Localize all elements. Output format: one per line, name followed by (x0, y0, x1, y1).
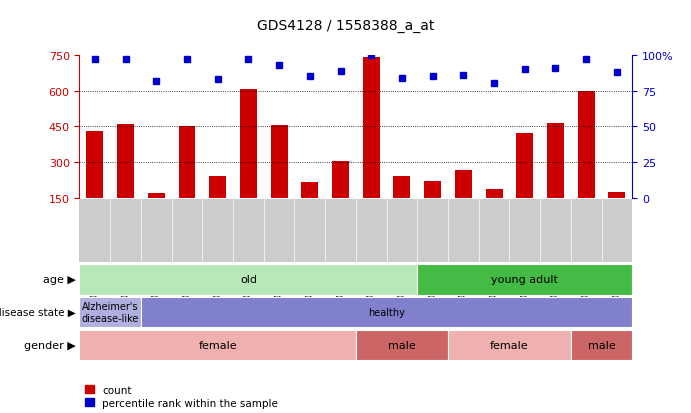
Text: disease state ▶: disease state ▶ (0, 307, 76, 318)
Bar (271, 126, 287, 198)
Bar (417, 265, 632, 295)
Bar (363, 58, 379, 198)
Bar (148, 193, 164, 198)
Bar (547, 123, 564, 198)
Text: male: male (587, 340, 616, 350)
Bar (332, 161, 349, 198)
Bar (578, 91, 595, 198)
Legend: count, percentile rank within the sample: count, percentile rank within the sample (85, 385, 278, 408)
Text: female: female (490, 340, 529, 350)
Bar (356, 330, 448, 360)
Bar (86, 132, 103, 198)
Bar (141, 297, 632, 328)
Bar (393, 177, 410, 198)
Bar (301, 183, 319, 198)
Bar (486, 190, 502, 198)
Text: gender ▶: gender ▶ (24, 340, 76, 350)
Text: old: old (240, 275, 257, 285)
Bar (79, 330, 356, 360)
Text: Alzheimer's
disease-like: Alzheimer's disease-like (82, 301, 139, 323)
Bar (516, 134, 533, 198)
Text: GDS4128 / 1558388_a_at: GDS4128 / 1558388_a_at (257, 19, 434, 33)
Bar (609, 192, 625, 198)
Bar (79, 265, 417, 295)
Bar (448, 330, 571, 360)
Bar (240, 90, 257, 198)
Text: female: female (198, 340, 237, 350)
Text: male: male (388, 340, 416, 350)
Bar (117, 125, 134, 198)
Text: age ▶: age ▶ (43, 275, 76, 285)
Bar (424, 182, 441, 198)
Text: young adult: young adult (491, 275, 558, 285)
Text: healthy: healthy (368, 307, 405, 318)
Bar (178, 127, 196, 198)
Bar (455, 171, 472, 198)
Bar (79, 297, 141, 328)
Bar (571, 330, 632, 360)
Bar (209, 177, 226, 198)
